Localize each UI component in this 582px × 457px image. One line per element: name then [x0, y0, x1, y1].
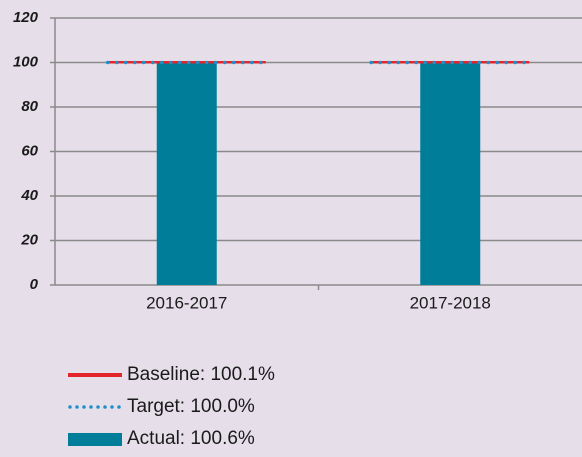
bar [420, 61, 481, 285]
legend-label: Actual: 100.6% [127, 428, 255, 449]
y-tick-label: 100 [13, 53, 39, 70]
y-tick-label: 120 [13, 9, 39, 26]
y-tick-label: 80 [21, 98, 38, 115]
bar [156, 62, 217, 285]
y-tick-label: 60 [21, 142, 38, 159]
legend-label: Target: 100.0% [127, 396, 255, 417]
x-tick-label: 2017-2018 [410, 293, 491, 312]
legend-label: Baseline: 100.1% [127, 364, 275, 385]
y-tick-label: 20 [20, 231, 38, 248]
y-tick-label: 40 [20, 187, 38, 204]
x-tick-label: 2016-2017 [146, 293, 227, 312]
y-tick-label: 0 [30, 276, 39, 293]
legend-swatch [68, 433, 122, 446]
